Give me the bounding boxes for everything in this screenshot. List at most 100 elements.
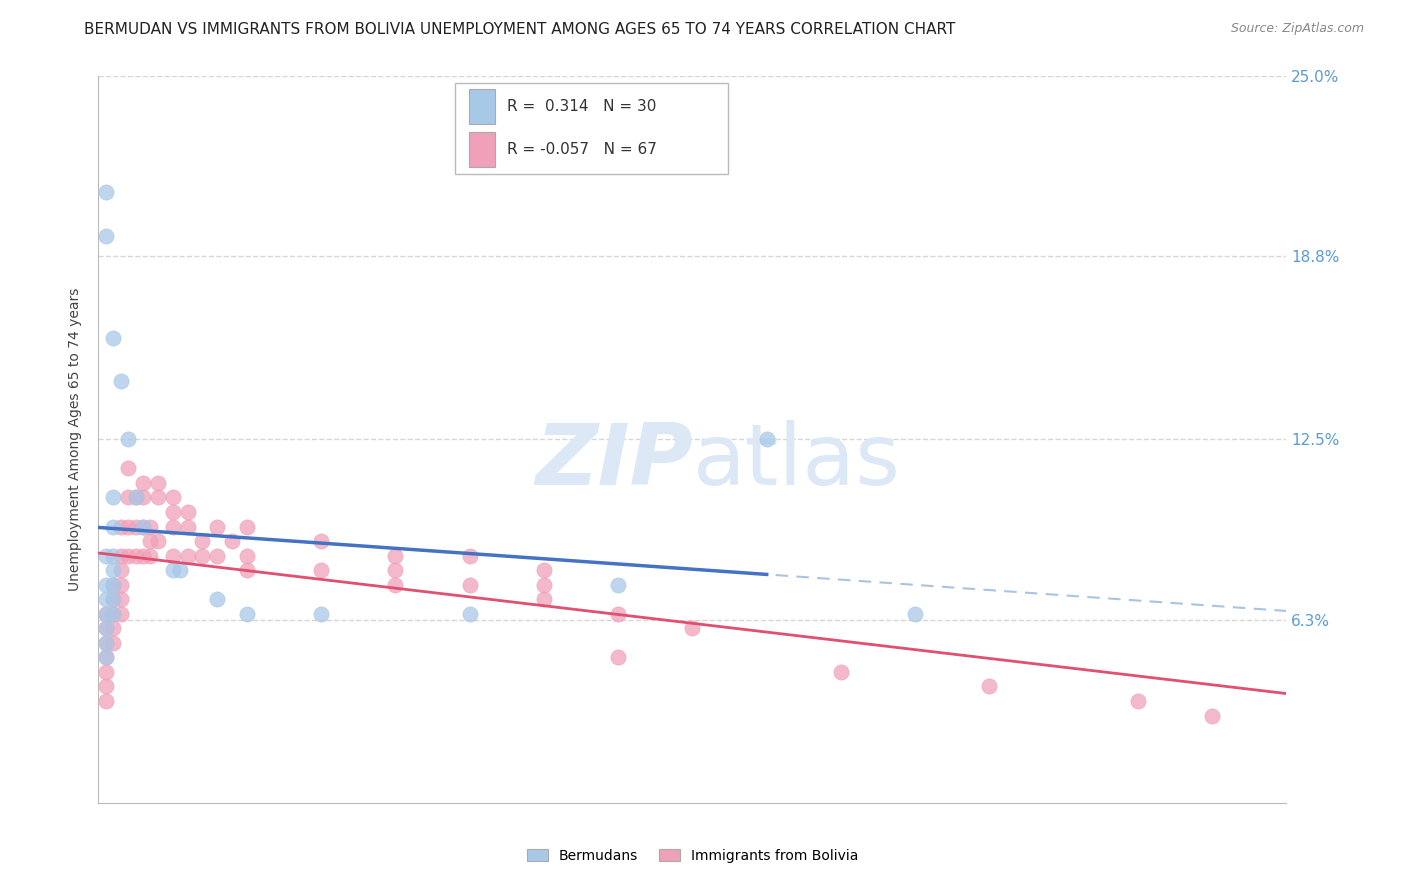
Point (1201, 708, 1223, 723)
Point (207, 549, 229, 563)
Point (191, 534, 214, 549)
FancyBboxPatch shape (456, 83, 728, 174)
Text: ZIP: ZIP (534, 419, 692, 502)
Point (132, 519, 155, 533)
Point (162, 491, 184, 505)
Point (162, 549, 184, 563)
Point (103, 636, 125, 650)
Point (132, 475, 155, 490)
Point (309, 534, 332, 549)
Y-axis label: Unemployment Among Ages 65 to 74 years: Unemployment Among Ages 65 to 74 years (69, 287, 83, 591)
Point (830, 665, 852, 679)
Point (191, 549, 214, 563)
Point (103, 563, 125, 577)
Point (103, 592, 125, 607)
Point (110, 592, 132, 607)
Point (458, 578, 481, 592)
Point (110, 607, 132, 621)
Point (94, 694, 117, 708)
Point (207, 519, 229, 533)
Point (236, 607, 259, 621)
Point (384, 563, 406, 577)
Point (458, 549, 481, 563)
Point (169, 563, 191, 577)
Point (103, 621, 125, 635)
Point (110, 519, 132, 533)
Point (132, 491, 155, 505)
Point (94, 549, 117, 563)
Point (103, 549, 125, 563)
Point (94, 592, 117, 607)
Point (94, 636, 117, 650)
Point (117, 549, 139, 563)
Point (904, 607, 927, 621)
Point (979, 680, 1001, 694)
Point (94, 650, 117, 665)
Point (117, 432, 139, 446)
Point (176, 505, 198, 519)
Point (94, 607, 117, 621)
Point (110, 549, 132, 563)
Point (146, 534, 169, 549)
Point (110, 563, 132, 577)
Point (124, 491, 146, 505)
Point (162, 505, 184, 519)
Text: Source: ZipAtlas.com: Source: ZipAtlas.com (1230, 22, 1364, 36)
Text: R =  0.314   N = 30: R = 0.314 N = 30 (508, 99, 657, 114)
Point (607, 578, 630, 592)
Point (384, 578, 406, 592)
Point (236, 563, 259, 577)
Point (176, 519, 198, 533)
Point (94, 650, 117, 665)
Point (94, 680, 117, 694)
Point (124, 549, 146, 563)
Bar (470, 89, 495, 124)
Point (117, 461, 139, 475)
Point (1126, 694, 1149, 708)
Point (103, 519, 125, 533)
Point (139, 534, 162, 549)
Point (221, 534, 243, 549)
Point (103, 578, 125, 592)
Bar (470, 132, 495, 167)
Point (94, 185, 117, 199)
Point (607, 607, 630, 621)
Point (533, 578, 555, 592)
Point (94, 621, 117, 635)
Point (139, 549, 162, 563)
Point (117, 491, 139, 505)
Point (607, 650, 630, 665)
Point (103, 330, 125, 344)
Point (117, 519, 139, 533)
Point (94, 578, 117, 592)
Point (207, 592, 229, 607)
Point (103, 592, 125, 607)
Point (236, 519, 259, 533)
Point (384, 549, 406, 563)
Point (162, 563, 184, 577)
Text: atlas: atlas (692, 419, 900, 502)
Point (94, 665, 117, 679)
Point (103, 607, 125, 621)
Point (132, 519, 155, 533)
Point (458, 607, 481, 621)
Point (94, 621, 117, 635)
Point (176, 549, 198, 563)
Point (124, 519, 146, 533)
Point (309, 563, 332, 577)
Point (124, 491, 146, 505)
Point (110, 578, 132, 592)
Point (94, 607, 117, 621)
Point (162, 519, 184, 533)
Point (146, 475, 169, 490)
Point (110, 374, 132, 388)
Point (533, 592, 555, 607)
Point (236, 549, 259, 563)
Point (146, 491, 169, 505)
Point (94, 228, 117, 243)
Point (139, 519, 162, 533)
Point (103, 491, 125, 505)
Text: BERMUDAN VS IMMIGRANTS FROM BOLIVIA UNEMPLOYMENT AMONG AGES 65 TO 74 YEARS CORRE: BERMUDAN VS IMMIGRANTS FROM BOLIVIA UNEM… (84, 22, 956, 37)
Legend: Bermudans, Immigrants from Bolivia: Bermudans, Immigrants from Bolivia (522, 844, 863, 869)
Point (103, 607, 125, 621)
